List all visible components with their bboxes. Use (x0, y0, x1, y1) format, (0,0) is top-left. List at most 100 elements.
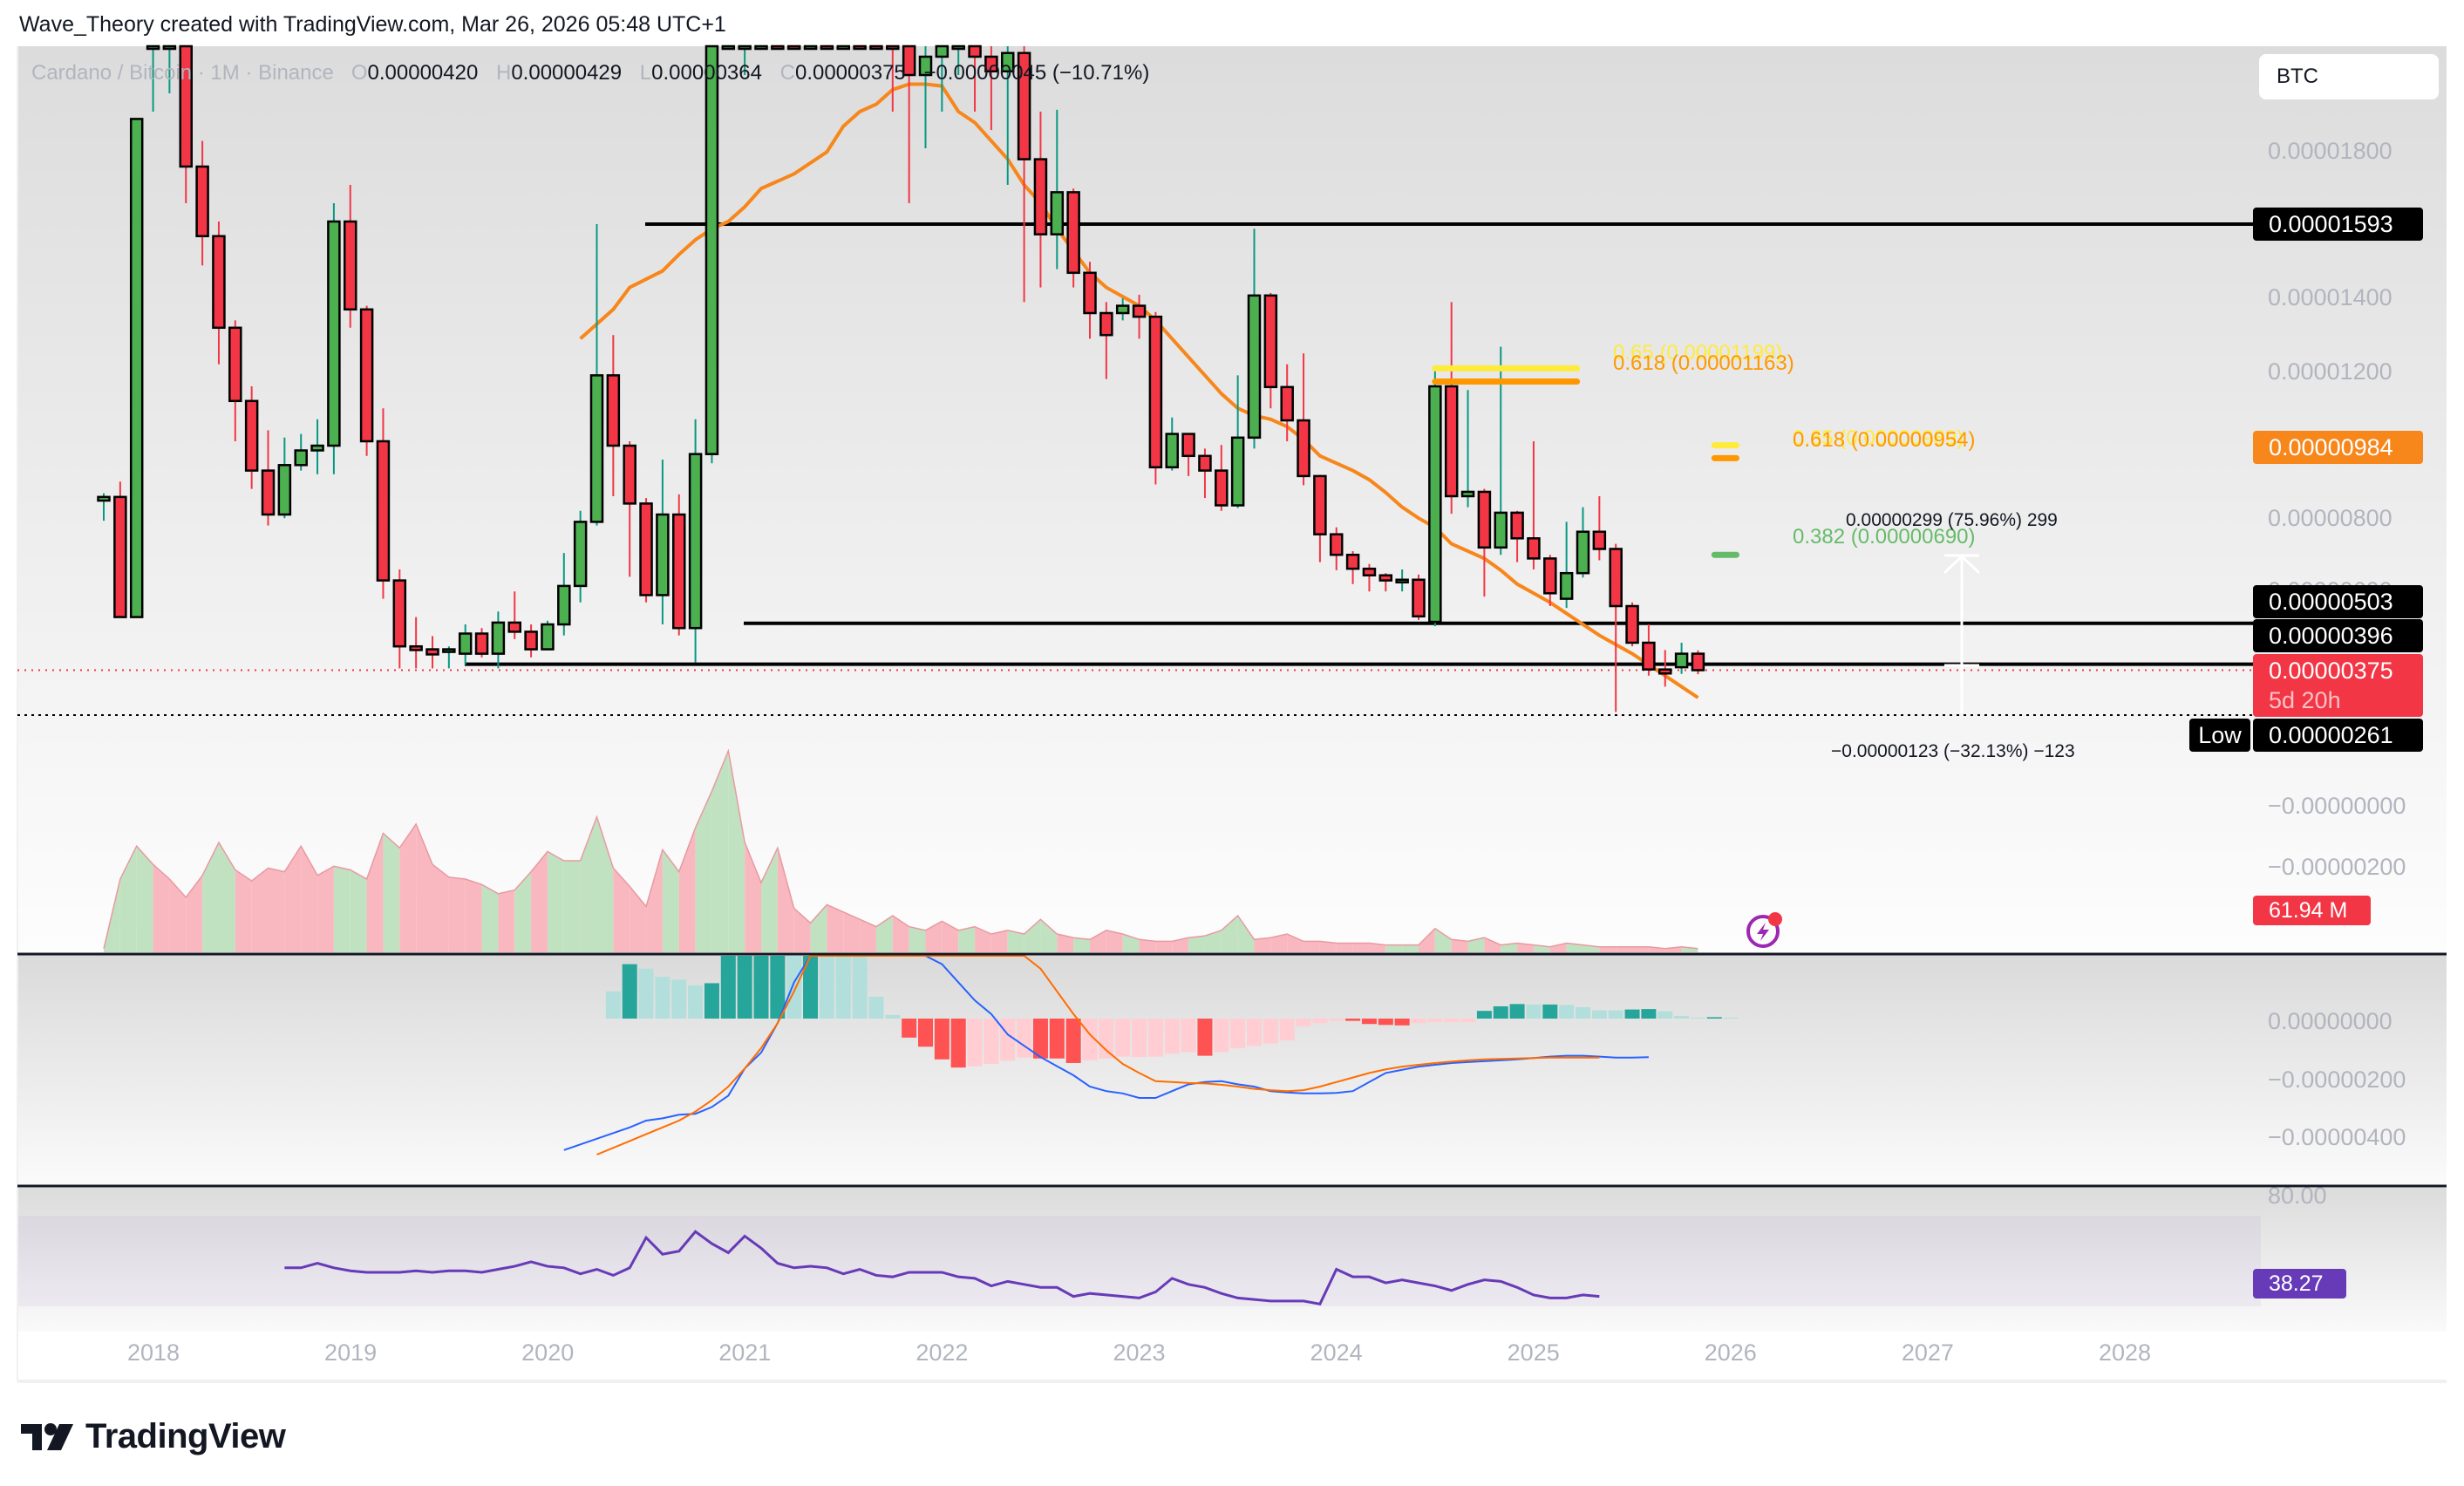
close-value: 0.00000375 (794, 61, 906, 85)
macd-histogram-bar (1526, 1004, 1542, 1019)
candle (425, 636, 439, 669)
volume-area-segment (218, 842, 235, 952)
candle-body (1395, 578, 1409, 584)
volume-area-segment (448, 876, 466, 952)
currency-unit-button[interactable]: BTC (2259, 54, 2439, 99)
candle-body (491, 621, 506, 655)
candle-body (1592, 530, 1607, 550)
macd-pane[interactable] (17, 954, 2447, 1188)
candle (721, 44, 736, 51)
volume-area-segment (1517, 943, 1534, 952)
candle-body (541, 623, 555, 651)
macd-histogram-bar (852, 957, 868, 1019)
candle-body (1658, 668, 1672, 675)
candle-body (786, 44, 801, 51)
macd-axis-tick: −0.00000200 (2268, 1067, 2406, 1093)
volume-area-segment (1484, 937, 1501, 952)
macd-histogram-bar (770, 956, 786, 1019)
fib-label-upper-0618: 0.618 (0.00001163) (1613, 351, 1794, 375)
macd-histogram-bar (753, 956, 769, 1019)
candle (688, 419, 703, 663)
volume-area-segment (843, 911, 861, 952)
candle-body (146, 44, 160, 51)
macd-histogram-bar (1641, 1009, 1657, 1019)
candle-body (1001, 51, 1015, 73)
volume-area-segment (975, 926, 991, 952)
volume-area-segment (1369, 943, 1386, 952)
fib-label-0382: 0.382 (0.00000690) (1793, 525, 1976, 549)
candle-body (836, 44, 850, 51)
macd-histogram-bar (819, 956, 834, 1019)
candle (327, 203, 341, 474)
volume-area-segment (1204, 930, 1222, 952)
time-axis-tick: 2028 (2099, 1339, 2151, 1366)
macd-histogram-bar (902, 1019, 917, 1038)
candle-body (1148, 315, 1163, 469)
candle-body (524, 631, 538, 651)
candle-body (1215, 469, 1229, 507)
macd-histogram-bar (918, 1019, 933, 1047)
rsi-pane[interactable] (17, 1188, 2447, 1332)
candle (1215, 445, 1229, 511)
candle-body (1297, 419, 1310, 478)
candle (672, 494, 686, 636)
macd-histogram-bar (803, 956, 819, 1019)
candle (1345, 551, 1360, 584)
candle (639, 498, 653, 603)
candle (1181, 433, 1195, 476)
macd-histogram-bar (688, 985, 704, 1019)
close-label: C (779, 61, 795, 85)
price-tag-resistance: 0.00001593 (2253, 208, 2423, 241)
candle (294, 433, 308, 471)
candle (1017, 46, 1031, 303)
time-axis-tick: 2024 (1310, 1339, 1363, 1366)
candle (1099, 302, 1113, 379)
volume-area-segment (1402, 944, 1419, 952)
macd-histogram-bar (1591, 1010, 1607, 1019)
candle-body (195, 165, 209, 238)
candle (97, 493, 111, 521)
low-label: L (639, 61, 652, 85)
candle (1263, 292, 1278, 409)
volume-axis-tick: −0.00000000 (2268, 793, 2406, 819)
candle (1066, 188, 1080, 288)
volume-area-segment (1090, 930, 1106, 952)
candle (935, 44, 950, 112)
change-value: −0.00000045 (−10.71%) (923, 61, 1150, 85)
candle-body (1345, 553, 1360, 570)
candle (1674, 643, 1689, 674)
candle (1477, 488, 1492, 597)
price-pane[interactable] (17, 46, 2447, 732)
volume-area-segment (465, 879, 482, 952)
candle-body (1280, 385, 1294, 422)
tradingview-logo[interactable]: TradingView (21, 1417, 286, 1456)
candle (573, 510, 588, 603)
candle-body (1083, 271, 1097, 315)
candle-body (1330, 533, 1344, 556)
candle (1165, 417, 1179, 471)
candle (392, 569, 407, 669)
candle-body (1609, 548, 1623, 608)
candle-body (1674, 652, 1689, 669)
candle (1330, 527, 1344, 570)
candle (1132, 295, 1147, 339)
symbol-name[interactable]: Cardano / Bitcoin · 1M · Binance (31, 61, 334, 85)
volume-area-segment (202, 842, 219, 952)
macd-histogram-bar (1279, 1019, 1295, 1040)
candle-body (212, 235, 226, 330)
volume-axis-tick: −0.00000200 (2268, 854, 2406, 880)
time-axis-area (17, 1332, 2447, 1380)
candle-body (1181, 433, 1195, 458)
symbol-legend: Cardano / Bitcoin · 1M · Binance O0.0000… (31, 61, 1149, 85)
candle-body (688, 453, 703, 630)
volume-area-segment (399, 824, 417, 952)
volume-area-segment (630, 886, 647, 952)
volume-outline (103, 748, 1698, 950)
lightning-alert-icon[interactable] (1746, 912, 1782, 948)
candle (803, 44, 818, 51)
candle (704, 44, 719, 464)
candle (1198, 448, 1212, 499)
candle-body (984, 55, 998, 73)
candle (359, 305, 374, 456)
